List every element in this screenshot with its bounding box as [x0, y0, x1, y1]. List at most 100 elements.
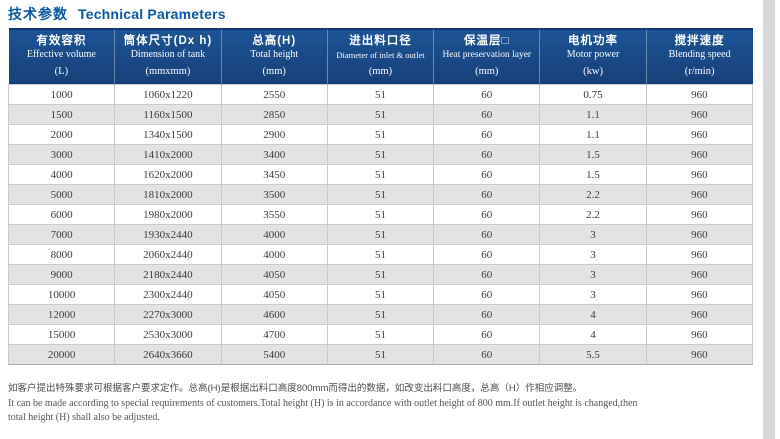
table-cell: 0.75	[539, 84, 647, 105]
column-header: 搅拌速度 Blending speed (r/min)	[645, 28, 753, 85]
table-cell: 51	[326, 324, 435, 345]
table-cell: 5000	[7, 184, 116, 205]
table-cell: 1410x2000	[114, 144, 222, 165]
table-cell: 3500	[220, 184, 328, 205]
column-header: 电机功率 Motor power (kw)	[539, 28, 647, 85]
table-cell: 960	[645, 264, 754, 285]
table-cell: 2850	[220, 104, 328, 125]
column-header: 总高(H) Total height (mm)	[220, 28, 328, 85]
table-row: 10000 2300x2440 4050 51 60 3 960	[7, 284, 754, 305]
column-header-unit: (mm)	[262, 66, 286, 77]
table-cell: 2530x3000	[114, 324, 222, 345]
table-cell: 60	[433, 164, 541, 185]
table-cell: 1000	[7, 84, 116, 105]
table-cell: 1620x2000	[114, 164, 222, 185]
table-cell: 4000	[7, 164, 116, 185]
table-cell: 51	[326, 144, 435, 165]
table-cell: 1.1	[539, 124, 647, 145]
table-cell: 2.2	[539, 204, 647, 225]
table-cell: 2270x3000	[114, 304, 222, 325]
column-header-zh: 有效容积	[36, 35, 87, 47]
table-cell: 2550	[220, 84, 328, 105]
table-cell: 60	[433, 244, 541, 265]
table-cell: 60	[433, 124, 541, 145]
page-title-zh: 技术参数	[8, 6, 68, 22]
table-cell: 2300x2440	[114, 284, 222, 305]
column-header: 有效容积 Effective volume (L)	[8, 28, 115, 85]
table-row: 7000 1930x2440 4000 51 60 3 960	[7, 224, 754, 245]
table-cell: 51	[326, 224, 435, 245]
table-cell: 8000	[7, 244, 116, 265]
footnote-en-line2: total height (H) shall also be adjusted.	[8, 411, 160, 423]
table-row: 1500 1160x1500 2850 51 60 1.1 960	[7, 104, 754, 125]
table-row: 15000 2530x3000 4700 51 60 4 960	[7, 324, 754, 345]
table-cell: 960	[645, 144, 754, 165]
table-cell: 1.5	[539, 164, 647, 185]
table-cell: 3450	[220, 164, 328, 185]
table-cell: 1.5	[539, 144, 647, 165]
column-header-zh: 总高(H)	[252, 35, 297, 47]
table-cell: 51	[326, 104, 435, 125]
table-row: 8000 2060x2440 4000 51 60 3 960	[7, 244, 754, 265]
technical-parameters-table: 有效容积 Effective volume (L) 筒体尺寸(Dx h) Dimensi…	[7, 28, 754, 365]
table-cell: 4000	[220, 224, 328, 245]
column-header-en: Total height	[250, 49, 299, 60]
table-row: 2000 1340x1500 2900 51 60 1.1 960	[7, 124, 754, 145]
table-cell: 1500	[7, 104, 116, 125]
column-header-zh: 筒体尺寸(Dx h)	[123, 35, 213, 47]
table-cell: 15000	[7, 324, 116, 345]
table-cell: 20000	[7, 344, 116, 365]
table-cell: 2000	[7, 124, 116, 145]
table-cell: 60	[433, 344, 541, 365]
table-cell: 3	[539, 244, 647, 265]
column-header-en: Diameter of inlet & outlet	[336, 50, 425, 60]
table-cell: 960	[645, 224, 754, 245]
table-cell: 51	[326, 284, 435, 305]
table-cell: 960	[645, 124, 754, 145]
table-cell: 1980x2000	[114, 204, 222, 225]
column-header-zh: 保温层□	[464, 35, 510, 47]
table-cell: 60	[433, 144, 541, 165]
table-cell: 51	[326, 304, 435, 325]
table-cell: 3	[539, 224, 647, 245]
table-cell: 1810x2000	[114, 184, 222, 205]
column-header-en: Dimension of tank	[130, 49, 206, 60]
table-cell: 4	[539, 304, 647, 325]
table-cell: 1.1	[539, 104, 647, 125]
table-cell: 51	[326, 84, 435, 105]
table-cell: 5.5	[539, 344, 647, 365]
table-cell: 1930x2440	[114, 224, 222, 245]
table-cell: 7000	[7, 224, 116, 245]
table-row: 20000 2640x3660 5400 51 60 5.5 960	[7, 344, 754, 365]
table-cell: 60	[433, 184, 541, 205]
table-cell: 4050	[220, 264, 328, 285]
column-header-zh: 进出料口径	[349, 35, 412, 47]
table-row: 6000 1980x2000 3550 51 60 2.2 960	[7, 204, 754, 225]
footnote-en-line1: It can be made according to special requ…	[8, 398, 638, 409]
column-header-unit: (r/min)	[684, 66, 715, 77]
table-body: 1000 1060x1220 2550 51 60 0.75 960 1500 1160x150…	[7, 84, 754, 365]
table-cell: 10000	[7, 284, 116, 305]
table-cell: 60	[433, 264, 541, 285]
table-cell: 960	[645, 284, 754, 305]
column-header: 进出料口径 Diameter of inlet & outlet (mm)	[326, 28, 434, 85]
table-cell: 60	[433, 324, 541, 345]
table-cell: 960	[645, 164, 754, 185]
table-cell: 51	[326, 164, 435, 185]
table-row: 5000 1810x2000 3500 51 60 2.2 960	[7, 184, 754, 205]
table-row: 1000 1060x1220 2550 51 60 0.75 960	[7, 84, 754, 105]
table-row: 9000 2180x2440 4050 51 60 3 960	[7, 264, 754, 285]
table-cell: 2640x3660	[114, 344, 222, 365]
table-row: 12000 2270x3000 4600 51 60 4 960	[7, 304, 754, 325]
column-header-unit: (kw)	[583, 66, 603, 77]
table-cell: 5400	[220, 344, 328, 365]
table-cell: 4000	[220, 244, 328, 265]
footnote: 如客户提出特殊要求可根据客户要求定作。总高(H)是根据出料口高度800mm而得出…	[8, 382, 768, 424]
table-cell: 1340x1500	[114, 124, 222, 145]
table-cell: 60	[433, 84, 541, 105]
table-cell: 60	[433, 224, 541, 245]
column-header-en: Blending speed	[668, 49, 731, 60]
table-cell: 4700	[220, 324, 328, 345]
table-cell: 960	[645, 324, 754, 345]
table-cell: 2.2	[539, 184, 647, 205]
